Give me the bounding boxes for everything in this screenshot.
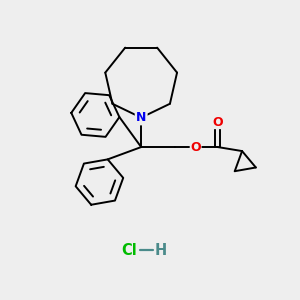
Text: Cl: Cl	[122, 243, 137, 258]
Text: O: O	[190, 141, 201, 154]
Text: N: N	[136, 111, 146, 124]
Text: H: H	[154, 243, 167, 258]
Text: O: O	[212, 116, 223, 128]
